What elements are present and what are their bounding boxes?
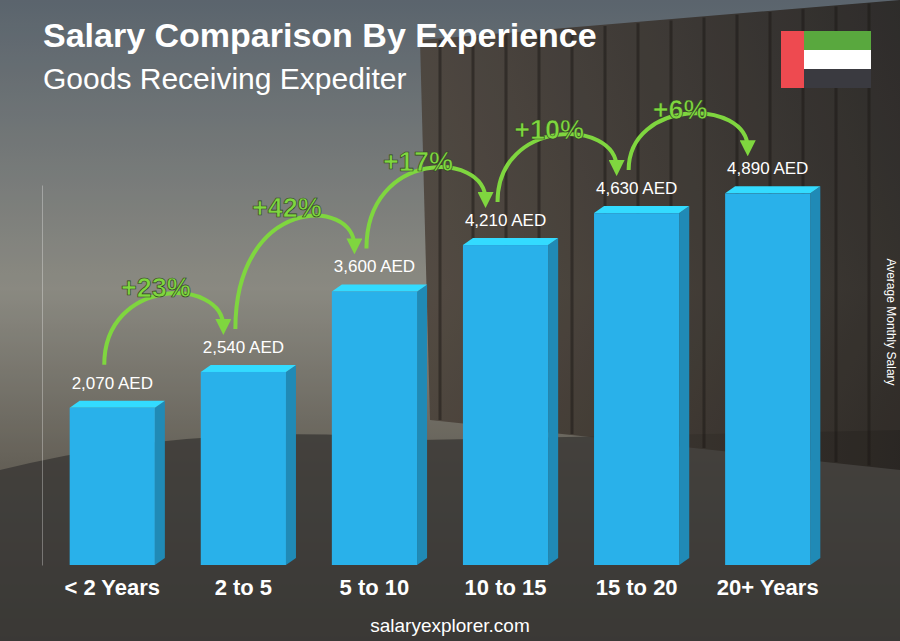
title: Salary Comparison By Experience <box>43 16 597 54</box>
growth-label: +42% <box>252 193 322 223</box>
bar-top <box>332 284 427 291</box>
bar <box>594 213 679 565</box>
x-tick: 10 to 15 <box>465 575 547 600</box>
growth-arrow <box>235 216 354 329</box>
growth-label: +10% <box>514 115 584 145</box>
data-label: 2,540 AED <box>203 338 284 357</box>
x-tick: 5 to 10 <box>340 575 410 600</box>
bars <box>70 186 821 565</box>
bar <box>725 193 810 565</box>
bar-top <box>463 238 558 245</box>
x-tick-label: 10 to 15 <box>465 575 547 600</box>
bar-group <box>463 238 558 565</box>
data-label: 4,210 AED <box>465 211 546 230</box>
x-tick: 15 to 20 <box>596 575 678 600</box>
data-label: 3,600 AED <box>334 257 415 276</box>
chart: < 2 Years 2 to 5 5 to 10 10 to 15 15 to 20 20… <box>0 0 900 641</box>
bar-top <box>70 401 165 408</box>
growth-arrow <box>104 293 223 364</box>
bar-group <box>332 284 427 565</box>
data-label: 4,890 AED <box>727 159 808 178</box>
x-tick: 20+ Years <box>717 575 819 600</box>
y-axis-line <box>42 186 43 566</box>
background <box>0 0 900 641</box>
data-label: 4,630 AED <box>596 179 677 198</box>
bar-group <box>725 186 820 565</box>
flag-white <box>804 50 871 69</box>
x-tick-label: 5 to 10 <box>340 575 410 600</box>
growth-arrow <box>366 167 485 248</box>
subtitle: Goods Receiving Expediter <box>43 62 407 95</box>
bar-side <box>810 186 820 565</box>
growth-label: +17% <box>383 147 453 177</box>
bar <box>201 372 286 565</box>
bar-group <box>594 206 689 565</box>
x-tick: < 2 Years <box>64 575 160 600</box>
sky <box>0 0 900 641</box>
y-axis <box>42 186 43 566</box>
bar-top <box>725 186 820 193</box>
bar <box>332 291 417 565</box>
x-tick: 2 to 5 <box>215 575 272 600</box>
bar-group <box>70 401 165 565</box>
flag <box>781 31 871 88</box>
bar-top <box>594 206 689 213</box>
bar <box>463 245 548 565</box>
data-labels: 2,070 AED 2,540 AED 3,600 AED 4,210 AED 4,63… <box>72 159 809 392</box>
data-label: 2,070 AED <box>72 374 153 393</box>
annotations: +23% +42% +17% +10% +6% <box>104 95 747 365</box>
y-axis-title: Average Monthly Salary <box>884 258 898 385</box>
flag-green <box>804 31 871 50</box>
bar-side <box>417 284 427 565</box>
bar-side <box>286 365 296 565</box>
x-axis: < 2 Years 2 to 5 5 to 10 10 to 15 15 to 20 20… <box>51 566 831 600</box>
bar-side <box>679 206 689 565</box>
flag-red <box>781 31 804 88</box>
x-tick-label: 15 to 20 <box>596 575 678 600</box>
growth-label: +23% <box>121 273 191 303</box>
bar <box>70 408 155 565</box>
x-tick-label: 20+ Years <box>717 575 819 600</box>
shade <box>0 0 900 641</box>
x-tick-label: 2 to 5 <box>215 575 272 600</box>
bar-side <box>155 401 165 565</box>
flag-black <box>804 69 871 88</box>
bar-top <box>201 365 296 372</box>
source: salaryexplorer.com <box>370 615 529 636</box>
bar-side <box>548 238 558 565</box>
growth-label: +6% <box>653 95 708 125</box>
x-axis-line <box>51 565 831 566</box>
bar-group <box>201 365 296 565</box>
x-tick-label: < 2 Years <box>64 575 160 600</box>
